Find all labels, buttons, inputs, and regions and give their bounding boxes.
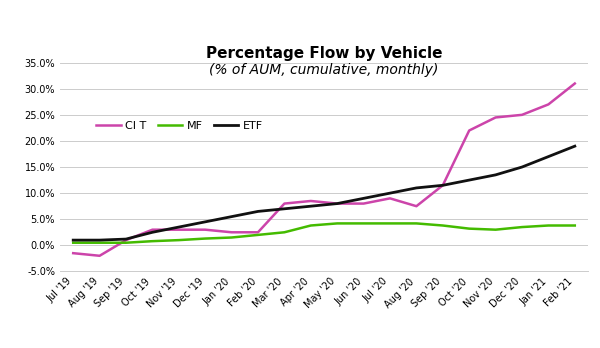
MF (281, 230, 288, 235)
MF (466, 227, 473, 231)
ETF (518, 165, 526, 169)
MF (70, 241, 77, 245)
Line: MF: MF (73, 223, 575, 243)
MF (122, 241, 130, 245)
CI T (228, 230, 235, 235)
ETF (360, 196, 367, 200)
ETF (175, 225, 182, 229)
Text: Percentage Flow by Vehicle: Percentage Flow by Vehicle (206, 46, 442, 61)
ETF (439, 183, 446, 188)
ETF (281, 207, 288, 211)
MF (545, 223, 552, 228)
MF (149, 239, 156, 243)
MF (202, 237, 209, 241)
MF (360, 221, 367, 226)
MF (175, 238, 182, 242)
CI T (492, 116, 499, 120)
Line: ETF: ETF (73, 146, 575, 240)
ETF (466, 178, 473, 182)
CI T (96, 254, 103, 258)
CI T (149, 228, 156, 232)
MF (439, 223, 446, 228)
Text: (% of AUM, cumulative, monthly): (% of AUM, cumulative, monthly) (209, 63, 439, 77)
CI T (202, 228, 209, 232)
MF (254, 233, 262, 237)
ETF (254, 209, 262, 214)
ETF (386, 191, 394, 195)
Line: CI T: CI T (73, 84, 575, 256)
CI T (413, 204, 420, 208)
CI T (518, 113, 526, 117)
MF (307, 223, 314, 228)
ETF (545, 155, 552, 159)
ETF (202, 220, 209, 224)
ETF (149, 230, 156, 235)
Legend: CI T, MF, ETF: CI T, MF, ETF (92, 116, 267, 135)
CI T (281, 201, 288, 206)
ETF (571, 144, 578, 148)
MF (571, 223, 578, 228)
ETF (96, 238, 103, 242)
ETF (413, 186, 420, 190)
CI T (386, 196, 394, 200)
CI T (254, 230, 262, 235)
CI T (122, 238, 130, 242)
MF (518, 225, 526, 229)
CI T (307, 199, 314, 203)
ETF (70, 238, 77, 242)
MF (492, 228, 499, 232)
ETF (334, 201, 341, 206)
CI T (466, 128, 473, 133)
MF (334, 221, 341, 226)
ETF (492, 173, 499, 177)
MF (413, 221, 420, 226)
CI T (175, 228, 182, 232)
ETF (307, 204, 314, 208)
ETF (122, 237, 130, 241)
MF (96, 241, 103, 245)
CI T (360, 201, 367, 206)
CI T (545, 102, 552, 106)
ETF (228, 214, 235, 219)
CI T (70, 251, 77, 255)
CI T (571, 81, 578, 86)
CI T (334, 201, 341, 206)
CI T (439, 183, 446, 188)
MF (228, 236, 235, 240)
MF (386, 221, 394, 226)
